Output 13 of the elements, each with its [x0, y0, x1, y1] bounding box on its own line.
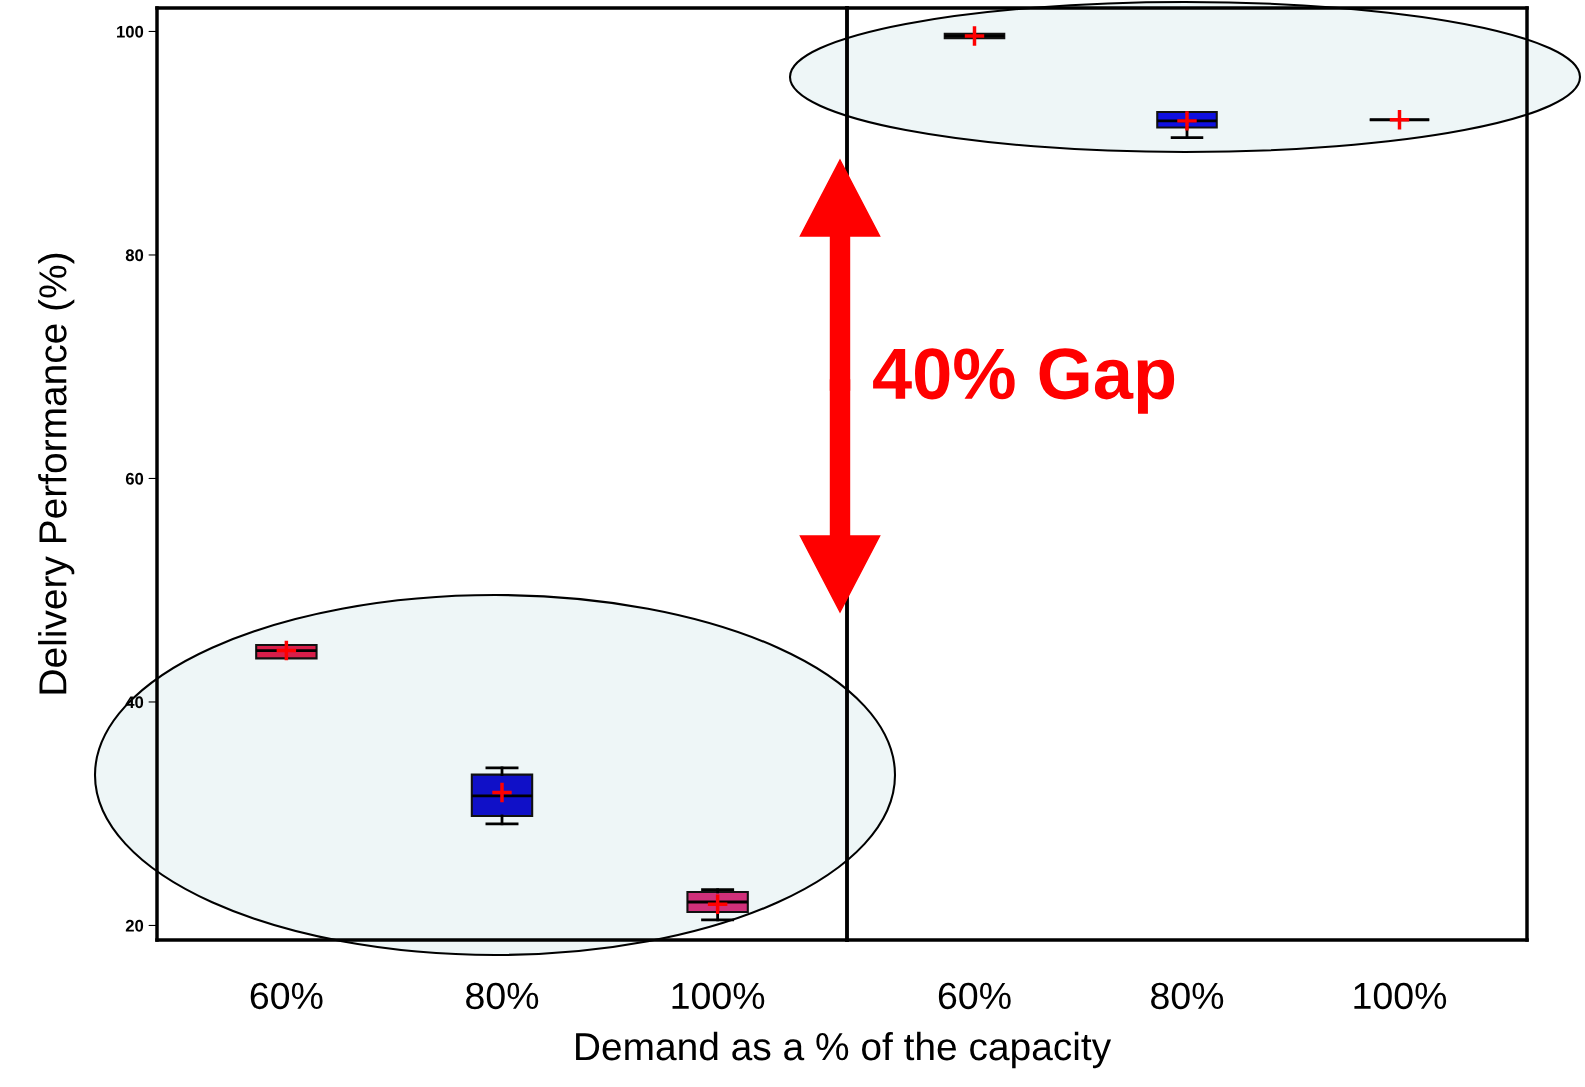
x-tick-label: 60%: [938, 982, 1011, 1010]
y-tick-label: 100: [117, 25, 144, 38]
x-tick-label: 60%: [250, 982, 323, 1010]
x-axis-title: Demand as a % of the capacity: [576, 1031, 1112, 1069]
annotation: 40% Gap: [873, 348, 1175, 414]
x-tick-label: 80%: [1151, 982, 1224, 1010]
y-axis-title: Delivery Performance (%): [38, 253, 75, 694]
y-tick-label: 20: [125, 919, 144, 932]
x-tick-label: 100%: [1354, 982, 1447, 1010]
y-tick-label: 80: [125, 249, 144, 262]
y-tick-label: 60: [125, 472, 144, 485]
x-tick-label: 100%: [672, 982, 765, 1010]
x-tick-label: 80%: [466, 982, 539, 1010]
